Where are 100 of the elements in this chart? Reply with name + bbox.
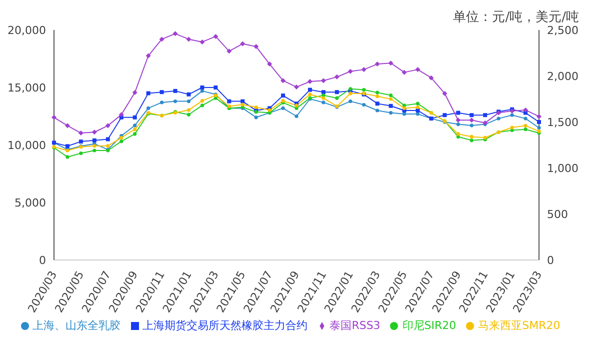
point (416, 108, 420, 112)
y2-tick-label: 2,000 (547, 70, 578, 83)
point (227, 99, 232, 104)
point (537, 126, 541, 130)
point (470, 138, 474, 142)
point (240, 102, 244, 106)
point (536, 114, 542, 119)
point (470, 124, 474, 128)
point (132, 115, 137, 120)
point (348, 68, 353, 74)
point (362, 88, 366, 92)
point (322, 100, 326, 104)
y-tick-label: 0 (39, 254, 46, 267)
point (105, 123, 110, 128)
point (120, 140, 124, 144)
point (456, 110, 460, 115)
point (200, 104, 204, 108)
point (416, 105, 420, 110)
legend-label: 上海、山东全乳胶 (32, 319, 121, 332)
point (214, 86, 218, 90)
point (375, 102, 380, 106)
point (510, 113, 514, 117)
point (482, 120, 488, 126)
point (389, 111, 393, 115)
point (254, 105, 258, 110)
point (92, 148, 96, 152)
point (281, 94, 286, 98)
point (133, 132, 137, 136)
point (376, 94, 380, 98)
point (362, 102, 366, 107)
y2-tick-label: 0 (547, 254, 554, 267)
point (186, 36, 192, 42)
point (226, 48, 232, 54)
point (200, 89, 204, 93)
point (92, 138, 96, 142)
point (133, 128, 137, 132)
point (416, 102, 420, 106)
point (146, 53, 151, 58)
point (159, 36, 164, 42)
point (254, 44, 259, 50)
point (361, 67, 366, 72)
point (348, 100, 352, 104)
point (308, 88, 312, 92)
point (267, 62, 272, 67)
point (200, 39, 205, 44)
point (281, 106, 285, 110)
y2-tick-label: 1,000 (547, 162, 578, 175)
point (456, 118, 461, 123)
point (469, 118, 474, 123)
legend-label: 印尼SIR20 (402, 319, 456, 332)
point (415, 67, 420, 72)
point (402, 70, 407, 75)
point (322, 94, 326, 98)
point (200, 99, 204, 103)
point (186, 108, 191, 112)
point (132, 90, 138, 96)
point (66, 155, 70, 159)
y-tick-label: 10,000 (8, 138, 46, 152)
point (322, 96, 326, 100)
point (52, 114, 56, 120)
y-tick-label: 20,000 (8, 24, 46, 37)
point (389, 97, 393, 101)
point (389, 94, 393, 98)
point (524, 124, 528, 128)
legend-label: 马来西亚SMR20 (478, 319, 560, 332)
point (79, 151, 83, 156)
point (78, 140, 83, 144)
point (537, 120, 541, 124)
point (402, 106, 406, 110)
point (294, 114, 298, 118)
point (388, 104, 393, 108)
point (280, 78, 286, 84)
y2-tick-label: 2,500 (547, 24, 578, 37)
point (92, 130, 97, 135)
point (510, 126, 514, 130)
point (200, 86, 204, 90)
point (133, 124, 137, 128)
point (118, 112, 124, 118)
point (428, 75, 434, 80)
point (213, 34, 218, 39)
point (240, 41, 246, 46)
legend-label: 上海期货交易所天然橡胶主力合约 (142, 319, 308, 332)
point (106, 137, 110, 142)
legend-label: 泰国RSS3 (330, 319, 380, 332)
point (388, 60, 394, 66)
y-tick-label: 15,000 (8, 81, 46, 94)
point (470, 113, 474, 118)
point (65, 144, 70, 148)
point (254, 116, 258, 120)
point (523, 108, 528, 113)
point (172, 31, 178, 36)
text: 单位：元/吨，美元/吨 (453, 9, 579, 26)
point (308, 92, 312, 96)
point (78, 130, 84, 136)
point (442, 113, 447, 118)
point (173, 100, 178, 104)
point (456, 134, 460, 139)
point (294, 84, 299, 90)
point (348, 92, 352, 96)
point (374, 62, 380, 67)
